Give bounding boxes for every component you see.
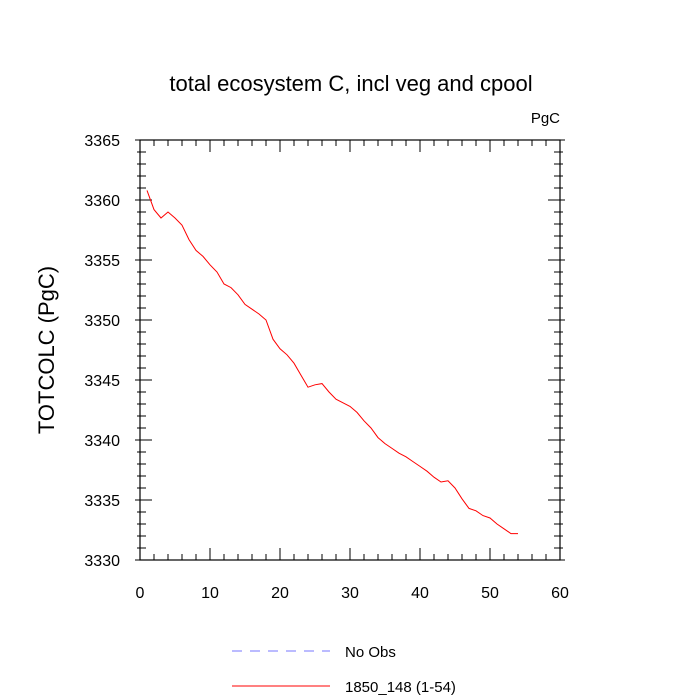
- y-tick-label: 3350: [84, 313, 120, 330]
- y-tick-label: 3360: [84, 193, 120, 210]
- x-tick-label: 0: [136, 585, 145, 602]
- legend: No Obs 1850_148 (1-54): [232, 644, 456, 696]
- plot-frame: [139, 139, 561, 561]
- legend-label-no-obs: No Obs: [345, 644, 396, 661]
- y-tick-label: 3355: [84, 253, 120, 270]
- y-tick-label: 3340: [84, 433, 120, 450]
- y-tick-label: 3365: [84, 133, 120, 150]
- x-tick-label: 20: [271, 585, 289, 602]
- x-tick-label: 30: [341, 585, 359, 602]
- units-label: PgC: [531, 110, 560, 127]
- y-axis-label: TOTCOLC (PgC): [34, 266, 59, 434]
- series-layer: [146, 190, 518, 535]
- x-tick-label: 10: [201, 585, 219, 602]
- series-line-0: [146, 190, 518, 535]
- y-tick-label: 3330: [84, 553, 120, 570]
- chart-title: total ecosystem C, incl veg and cpool: [169, 71, 532, 96]
- ticks-layer: 0 10 20 30 40 50 60 3330 3335 3340 3345 3350 3355 336…: [84, 133, 569, 602]
- x-tick-label: 60: [551, 585, 569, 602]
- x-tick-label: 40: [411, 585, 429, 602]
- legend-label-1850-148: 1850_148 (1-54): [345, 679, 456, 696]
- y-tick-label: 3335: [84, 493, 120, 510]
- x-tick-label: 50: [481, 585, 499, 602]
- y-tick-label: 3345: [84, 373, 120, 390]
